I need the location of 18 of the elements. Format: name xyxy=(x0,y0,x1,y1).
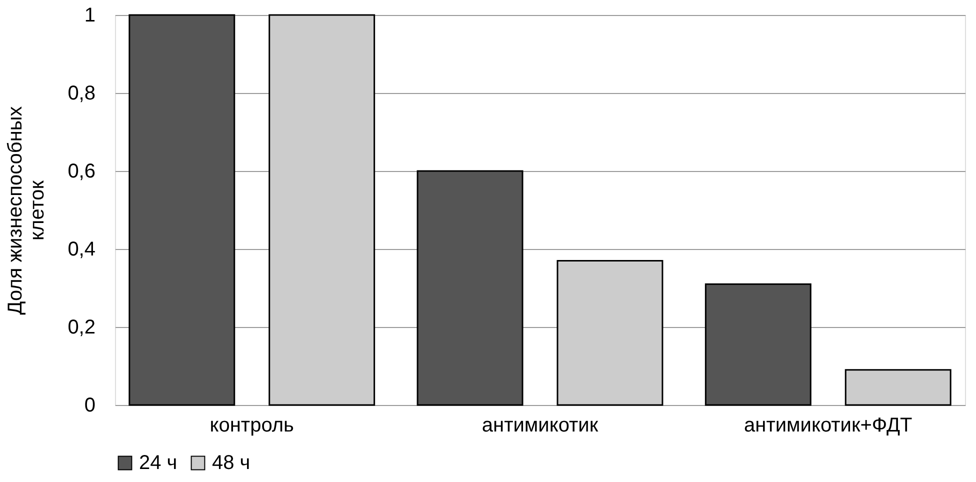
x-tick-label: антимикотик xyxy=(482,414,598,436)
y-axis-title: Доля жизнеспособных клеток xyxy=(4,106,49,315)
legend-label: 48 ч xyxy=(212,452,250,474)
y-tick-label: 1 xyxy=(84,4,96,26)
bar xyxy=(556,260,664,406)
y-tick-label: 0 xyxy=(84,394,96,416)
y-tick-label: 0,2 xyxy=(68,316,96,338)
y-tick-label: 0,4 xyxy=(68,238,96,260)
x-tick-label: антимикотик+ФДТ xyxy=(744,414,912,436)
y-tick-label: 0,8 xyxy=(68,82,96,104)
bar xyxy=(844,369,952,406)
legend-label: 24 ч xyxy=(139,452,178,474)
bar xyxy=(128,14,236,406)
bar xyxy=(416,170,524,406)
y-tick-label: 0,6 xyxy=(68,160,96,182)
bar xyxy=(704,283,812,406)
bar xyxy=(268,14,376,406)
x-tick-label: контроль xyxy=(210,414,294,436)
